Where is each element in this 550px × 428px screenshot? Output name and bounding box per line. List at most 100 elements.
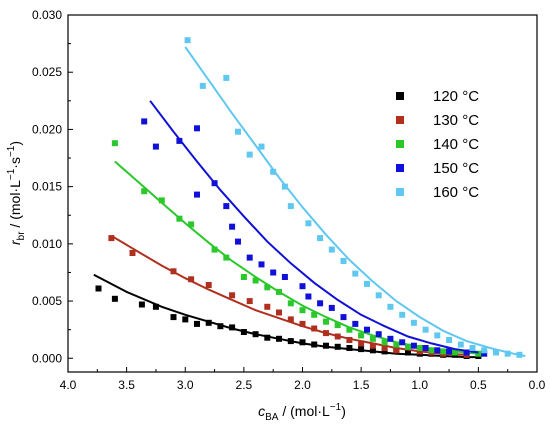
data-point <box>334 333 341 340</box>
legend-label: 130 °C <box>433 112 479 129</box>
y-tick-label: 0.020 <box>32 122 62 136</box>
legend-label: 120 °C <box>433 88 479 105</box>
data-point <box>223 203 230 210</box>
data-point <box>276 335 282 342</box>
data-point <box>387 335 394 342</box>
data-point <box>246 298 253 305</box>
data-point <box>223 254 230 261</box>
data-point <box>375 331 382 338</box>
data-point <box>410 342 417 349</box>
data-point <box>211 180 218 187</box>
data-point <box>141 118 148 125</box>
legend-marker <box>396 164 404 172</box>
y-tick-label: 0.030 <box>32 8 62 22</box>
fit-line <box>110 234 467 356</box>
data-point <box>138 301 145 308</box>
x-tick-label: 1.0 <box>411 378 428 392</box>
plot-content <box>93 37 526 359</box>
data-point <box>451 349 458 356</box>
fit-line <box>93 273 479 359</box>
data-point <box>276 309 282 316</box>
data-point <box>323 342 329 349</box>
series-3 <box>141 100 488 357</box>
data-point <box>211 246 218 253</box>
data-point <box>299 283 306 290</box>
data-point <box>287 316 294 323</box>
data-point <box>469 345 476 351</box>
data-point <box>393 341 400 348</box>
data-point <box>287 300 294 307</box>
legend-item: 140 °C <box>396 136 479 153</box>
data-point <box>170 314 177 321</box>
y-tick-label: 0.010 <box>32 237 62 251</box>
data-point <box>328 304 335 311</box>
data-point <box>434 347 441 354</box>
data-point <box>340 314 347 321</box>
data-point <box>352 270 359 277</box>
x-tick-label: 2.5 <box>236 378 253 392</box>
data-point <box>264 334 271 341</box>
data-point <box>305 293 312 300</box>
data-point <box>475 350 482 357</box>
data-point <box>393 347 400 354</box>
legend-marker <box>396 140 404 148</box>
y-tick-label: 0.015 <box>32 180 62 194</box>
data-point <box>311 341 318 348</box>
data-point <box>246 254 253 261</box>
data-point <box>346 345 353 351</box>
legend-marker <box>396 92 404 100</box>
data-point <box>369 347 376 354</box>
legend-label: 160 °C <box>433 184 479 201</box>
data-point <box>229 292 236 299</box>
fit-line <box>149 100 479 354</box>
data-point <box>369 335 376 342</box>
legend-marker <box>396 188 404 196</box>
x-tick-label: 1.5 <box>353 378 370 392</box>
data-point <box>176 137 183 144</box>
legend-item: 120 °C <box>396 88 479 105</box>
data-point <box>446 348 453 355</box>
data-point <box>270 168 277 175</box>
data-point <box>416 348 423 355</box>
data-point <box>287 203 294 210</box>
data-point <box>199 82 206 89</box>
data-point <box>516 351 523 358</box>
data-point <box>311 311 318 318</box>
legend-label: 150 °C <box>433 160 479 177</box>
data-point <box>352 320 359 327</box>
data-point <box>405 343 411 350</box>
data-point <box>410 319 417 326</box>
fit-line <box>184 46 526 357</box>
data-point <box>299 339 306 346</box>
data-point <box>281 274 288 280</box>
data-point <box>141 188 148 195</box>
data-point <box>229 223 236 230</box>
data-point <box>194 320 200 327</box>
data-point <box>194 191 200 198</box>
data-point <box>334 322 341 329</box>
data-point <box>264 284 271 291</box>
data-point <box>223 74 230 81</box>
data-point <box>428 347 435 354</box>
legend: 120 °C 130 °C 140 °C 150 °C 160 °C <box>396 88 479 201</box>
data-point <box>246 151 253 158</box>
x-tick-label: 0.5 <box>470 378 487 392</box>
data-point <box>281 183 288 190</box>
legend-item: 160 °C <box>396 184 479 201</box>
series-4 <box>184 37 526 358</box>
data-point <box>240 274 247 280</box>
data-point <box>381 345 388 351</box>
legend-item: 150 °C <box>396 160 479 177</box>
x-tick-label: 0.0 <box>529 378 546 392</box>
data-point <box>405 349 411 356</box>
data-point <box>317 235 324 242</box>
legend-label: 140 °C <box>433 136 479 153</box>
data-point <box>387 303 394 310</box>
data-point <box>358 340 365 347</box>
data-point <box>364 326 370 333</box>
data-point <box>504 350 511 357</box>
data-point <box>328 246 335 253</box>
data-point <box>422 345 429 351</box>
legend-marker <box>396 116 404 124</box>
x-tick-label: 2.0 <box>294 378 311 392</box>
